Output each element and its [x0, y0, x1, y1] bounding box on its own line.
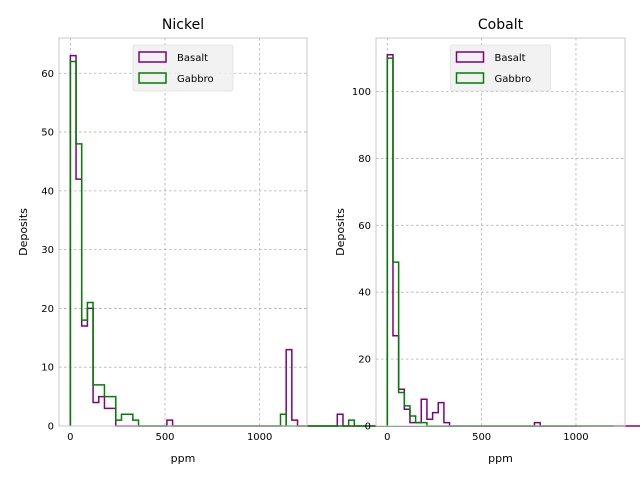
nickel-y-tick-label: 20 [41, 304, 54, 315]
cobalt-panel: 0 500 1000 0 20 40 60 80 100 Cobalt ppm Deposits Bas… [334, 17, 640, 465]
nickel-x-tick-label: 500 [155, 432, 174, 443]
cobalt-legend-swatch-basalt [455, 51, 485, 63]
nickel-y-axis-label: Deposits [17, 208, 30, 256]
cobalt-legend-box [450, 44, 551, 92]
nickel-axes-frame [58, 37, 308, 427]
cobalt-legend-swatch-gabbro [455, 72, 485, 84]
cobalt-x-tick-label: 500 [472, 432, 491, 443]
cobalt-y-tick-label: 20 [358, 355, 371, 366]
cobalt-y-tick-label: 40 [358, 288, 371, 299]
nickel-legend-swatch-gabbro [138, 72, 167, 84]
cobalt-y-tick-label: 0 [365, 422, 371, 433]
nickel-y-tick-label: 40 [41, 186, 54, 197]
cobalt-y-tick-label: 60 [358, 221, 371, 232]
cobalt-legend: Basalt Gabbro [450, 44, 551, 92]
nickel-x-axis-label: ppm [171, 452, 196, 465]
cobalt-axes-frame [375, 37, 626, 427]
cobalt-legend-label-basalt: Basalt [495, 53, 526, 64]
nickel-legend-label-basalt: Basalt [177, 53, 208, 64]
nickel-legend-label-gabbro: Gabbro [177, 74, 214, 85]
cobalt-y-axis-label: Deposits [334, 208, 347, 256]
nickel-legend: Basalt Gabbro [132, 44, 234, 92]
cobalt-y-tick-label: 80 [358, 154, 371, 165]
nickel-chart-title: Nickel [162, 17, 204, 33]
cobalt-x-tick-label: 0 [384, 432, 390, 443]
nickel-panel: 0 500 10000102030405060NickelppmDepositsBa… [17, 17, 583, 465]
nickel-x-tick-label: 1000 [247, 432, 272, 443]
nickel-legend-box [132, 44, 234, 92]
cobalt-x-axis-label: ppm [488, 452, 513, 465]
cobalt-legend-label-gabbro: Gabbro [495, 74, 532, 85]
nickel-y-tick-label: 60 [41, 69, 54, 80]
nickel-plot-area [59, 38, 307, 426]
nickel-y-tick-label: 30 [41, 245, 54, 256]
nickel-x-tick-label: 0 [67, 432, 73, 443]
cobalt-x-tick-label: 1000 [563, 432, 588, 443]
cobalt-y-tick-label: 100 [352, 87, 371, 98]
cobalt-chart-title: Cobalt [478, 17, 524, 33]
nickel-y-tick-label: 50 [41, 128, 54, 139]
nickel-y-tick-label: 0 [48, 422, 54, 433]
nickel-legend-swatch-basalt [138, 51, 167, 63]
cobalt-plot-area [376, 38, 625, 426]
nickel-y-tick-label: 10 [41, 363, 54, 374]
